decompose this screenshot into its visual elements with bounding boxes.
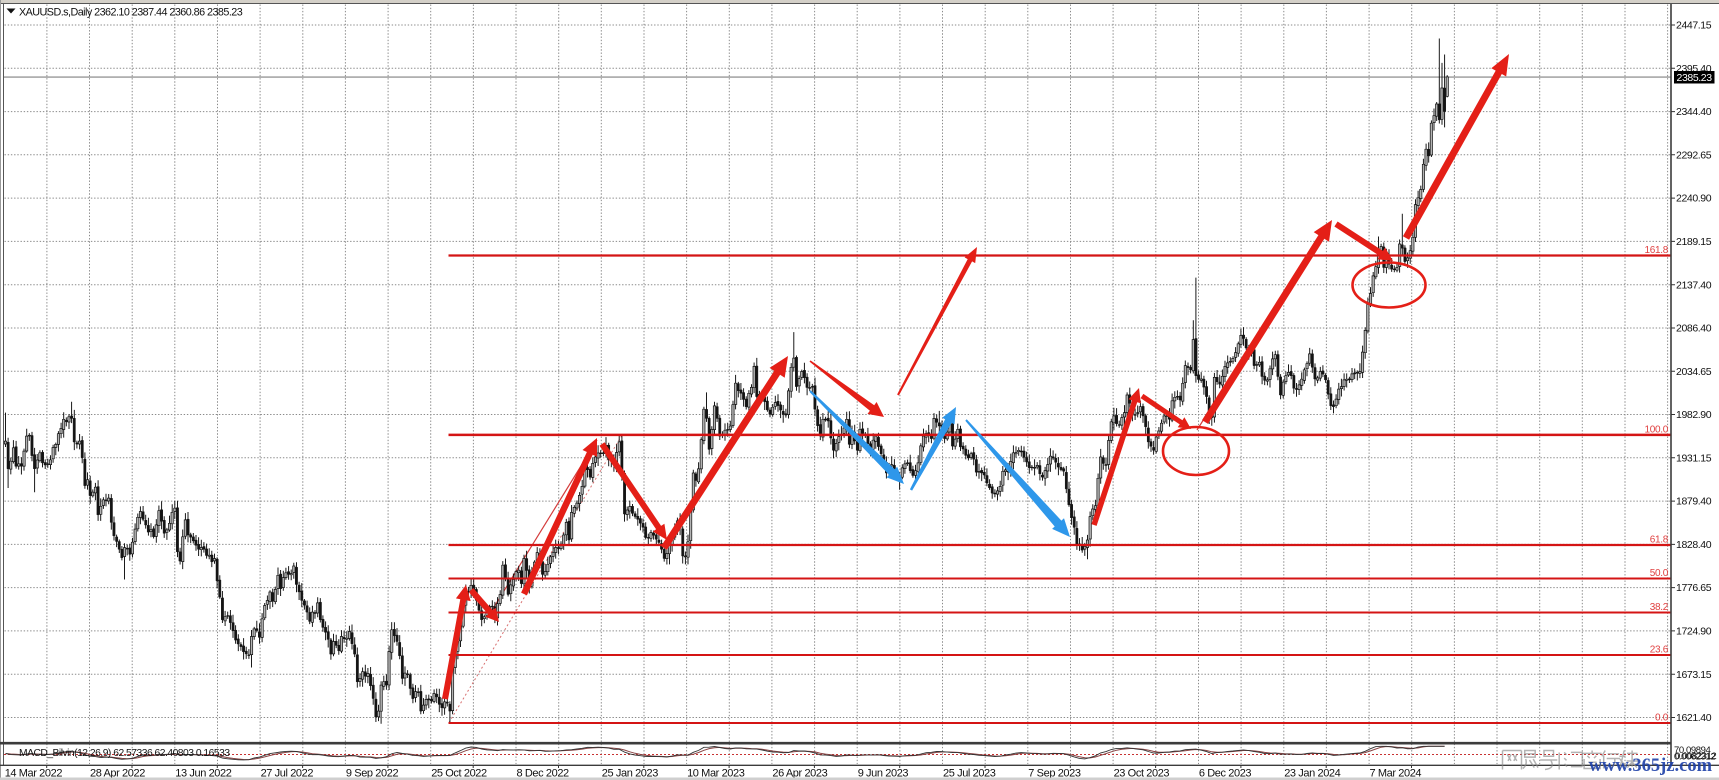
svg-text:27 Jul 2022: 27 Jul 2022 xyxy=(261,768,314,780)
svg-text:23.6: 23.6 xyxy=(1650,645,1669,656)
svg-text:1673.15: 1673.15 xyxy=(1676,669,1712,681)
svg-text:www.365jz.com: www.365jz.com xyxy=(1589,756,1713,776)
svg-text:25 Oct 2022: 25 Oct 2022 xyxy=(431,768,487,780)
svg-text:2189.15: 2189.15 xyxy=(1676,236,1712,248)
svg-text:6 Dec 2023: 6 Dec 2023 xyxy=(1199,768,1252,780)
svg-text:2034.65: 2034.65 xyxy=(1676,366,1712,378)
svg-text:1724.90: 1724.90 xyxy=(1676,626,1712,638)
svg-text:7 Sep 2023: 7 Sep 2023 xyxy=(1028,768,1081,780)
svg-text:38.2: 38.2 xyxy=(1650,602,1669,613)
svg-text:2344.40: 2344.40 xyxy=(1676,106,1712,118)
svg-text:MACD_Bilvin(12,26,9) 62.57336: MACD_Bilvin(12,26,9) 62.57336 62.40803 0… xyxy=(19,748,230,759)
svg-text:0.0062312: 0.0062312 xyxy=(1674,752,1715,763)
svg-text:10 Mar 2023: 10 Mar 2023 xyxy=(687,768,745,780)
svg-text:2086.40: 2086.40 xyxy=(1676,323,1712,335)
svg-text:0.0082312: 0.0082312 xyxy=(1675,751,1716,762)
svg-text:28 Apr 2022: 28 Apr 2022 xyxy=(90,768,145,780)
svg-text:61.8: 61.8 xyxy=(1650,535,1669,546)
svg-text:100.0: 100.0 xyxy=(1644,424,1668,435)
svg-text:13 Jun 2022: 13 Jun 2022 xyxy=(175,768,231,780)
svg-text:9 Jun 2023: 9 Jun 2023 xyxy=(858,768,909,780)
svg-text:1621.40: 1621.40 xyxy=(1676,712,1712,724)
svg-text:1982.90: 1982.90 xyxy=(1676,409,1712,421)
svg-text:70.09894: 70.09894 xyxy=(1674,745,1711,756)
svg-text:1828.40: 1828.40 xyxy=(1676,539,1712,551)
svg-text:1776.65: 1776.65 xyxy=(1676,582,1712,594)
svg-text:23 Jan 2024: 23 Jan 2024 xyxy=(1284,768,1340,780)
svg-text:0.0: 0.0 xyxy=(1655,713,1669,724)
svg-text:25 Jan 2023: 25 Jan 2023 xyxy=(602,768,658,780)
svg-text:2385.23: 2385.23 xyxy=(1677,72,1713,84)
svg-text:2137.40: 2137.40 xyxy=(1676,279,1712,291)
svg-text:1931.15: 1931.15 xyxy=(1676,452,1712,464)
svg-text:8 Dec 2022: 8 Dec 2022 xyxy=(517,768,570,780)
svg-text:161.8: 161.8 xyxy=(1644,245,1668,256)
svg-text:9 Sep 2022: 9 Sep 2022 xyxy=(346,768,399,780)
svg-text:2447.15: 2447.15 xyxy=(1676,20,1712,32)
svg-text:2292.65: 2292.65 xyxy=(1676,149,1712,161)
svg-text:14 Mar 2022: 14 Mar 2022 xyxy=(5,768,63,780)
svg-text:XAUUSD.s,Daily 2362.10 2387.4: XAUUSD.s,Daily 2362.10 2387.44 2360.86 2… xyxy=(19,6,243,18)
svg-text:2240.90: 2240.90 xyxy=(1676,193,1712,205)
svg-text:7 Mar 2024: 7 Mar 2024 xyxy=(1370,768,1422,780)
svg-text:23 Oct 2023: 23 Oct 2023 xyxy=(1114,768,1170,780)
svg-text:26 Apr 2023: 26 Apr 2023 xyxy=(772,768,827,780)
svg-text:1879.40: 1879.40 xyxy=(1676,496,1712,508)
svg-text:50.0: 50.0 xyxy=(1650,568,1669,579)
svg-text:25 Jul 2023: 25 Jul 2023 xyxy=(943,768,996,780)
